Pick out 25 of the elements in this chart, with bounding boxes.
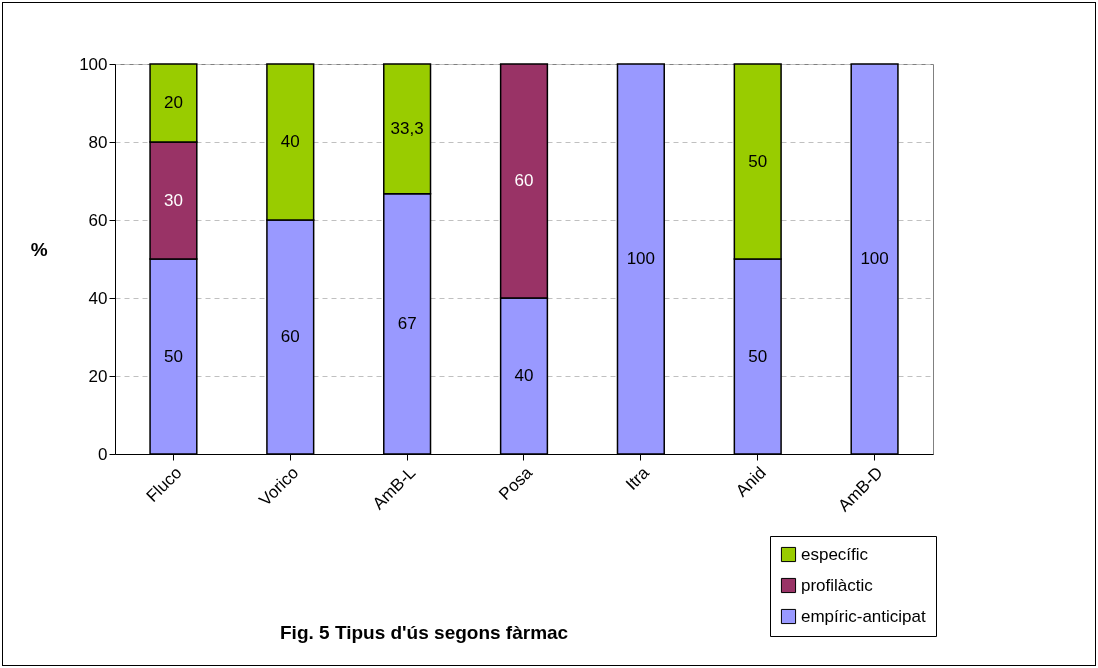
- y-tick-label: 80: [88, 132, 108, 152]
- data-label: 30: [163, 190, 183, 210]
- data-label: 40: [514, 366, 534, 385]
- data-label: 50: [748, 151, 768, 171]
- data-label: 100: [626, 249, 656, 268]
- data-label: 50: [748, 346, 768, 366]
- data-label: 60: [514, 171, 534, 190]
- text: Fig. 5 Tipus d'ús segons fàrmac: [280, 622, 569, 643]
- data-label: 67: [397, 313, 417, 333]
- x-tick-label: Itra: [622, 462, 654, 494]
- y-tick-label: 40: [88, 288, 108, 308]
- legend-label: empíric-anticipat: [801, 606, 926, 626]
- data-label: 40: [280, 132, 300, 151]
- data-label: 20: [163, 93, 183, 112]
- data-label: 33,3: [390, 118, 424, 138]
- y-tick-label: 100: [79, 54, 108, 74]
- y-axis-title: %: [30, 238, 48, 260]
- y-tick-label: 60: [88, 210, 108, 230]
- data-label: 50: [163, 346, 183, 366]
- data-label: 60: [280, 327, 300, 346]
- data-label: 100: [860, 249, 889, 268]
- y-tick-label: 20: [88, 366, 108, 386]
- y-tick-label: 0: [98, 444, 108, 464]
- legend-label: profilàctic: [801, 575, 874, 595]
- legend-label: específic: [801, 544, 869, 564]
